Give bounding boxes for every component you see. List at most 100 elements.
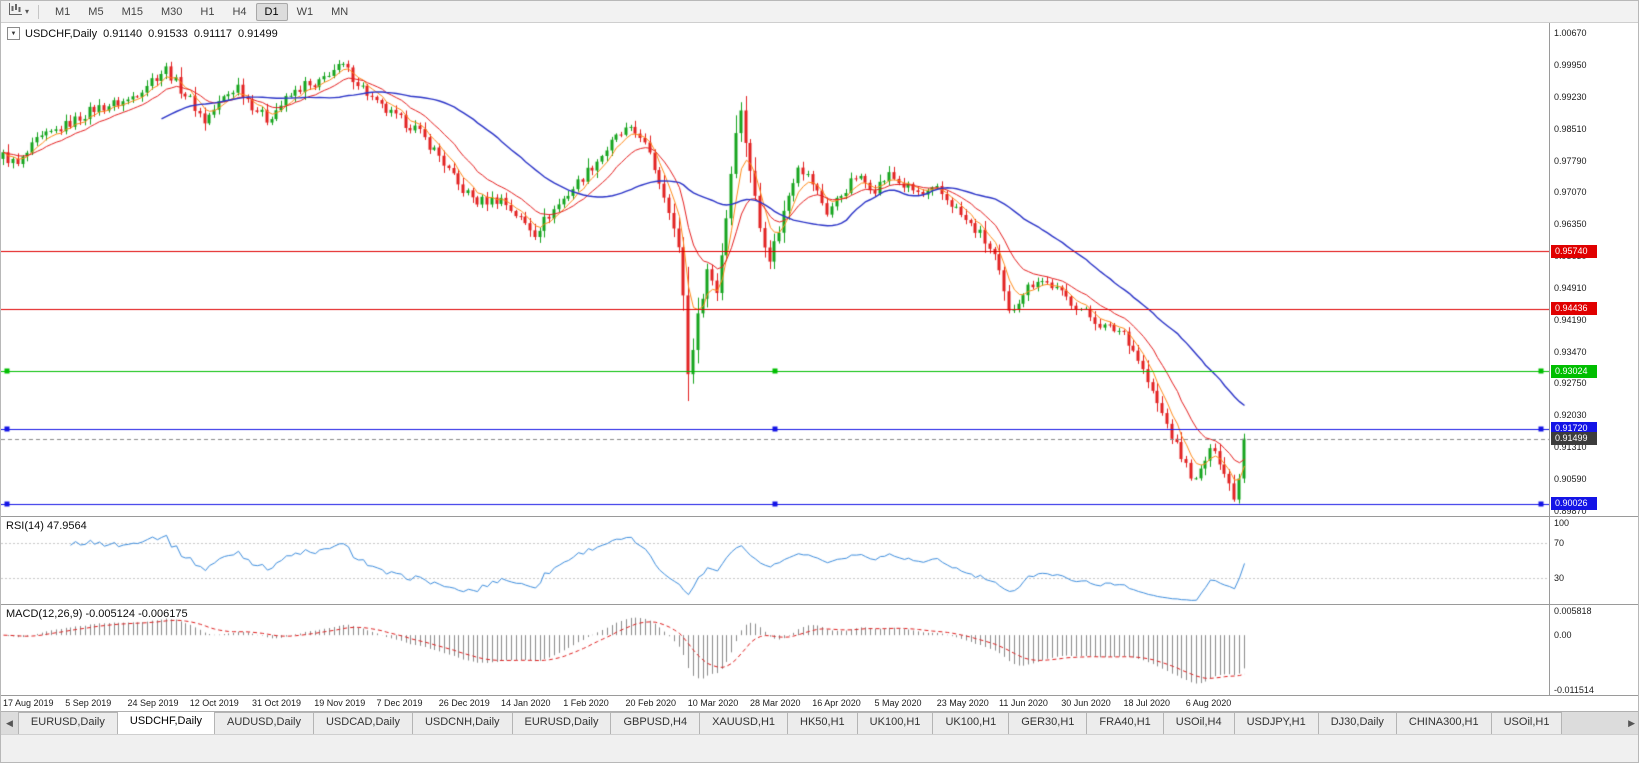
date-label: 16 Apr 2020 <box>812 698 861 708</box>
timeframe-button-d1[interactable]: D1 <box>255 2 288 21</box>
axis-tick-label: 0.99230 <box>1554 91 1587 102</box>
price-line-label: 0.90026 <box>1551 497 1597 511</box>
axis-tick-label: 0.00 <box>1554 630 1572 641</box>
axis-tick-label: 0.97070 <box>1554 187 1587 198</box>
date-label: 18 Jul 2020 <box>1123 698 1171 708</box>
date-label: 14 Jan 2020 <box>501 698 551 708</box>
date-label: 7 Dec 2019 <box>376 698 423 708</box>
ohlc-high: 0.91533 <box>148 27 188 40</box>
scroll-tabs-left-icon[interactable]: ◀ <box>6 718 13 728</box>
axis-tick-label: 70 <box>1554 538 1565 549</box>
chevron-down-icon[interactable]: ▾ <box>25 7 30 16</box>
axis-tick-label: 0.99950 <box>1554 60 1587 70</box>
chart-tab-hk50-h1[interactable]: HK50,H1 <box>787 712 858 734</box>
axis-tick-label: 30 <box>1554 572 1565 583</box>
date-label: 17 Aug 2019 <box>3 698 54 708</box>
toolbar-separator <box>38 4 40 19</box>
timeframe-button-h4[interactable]: H4 <box>232 5 247 18</box>
scroll-tabs-right-icon[interactable]: ▶ <box>1628 718 1635 728</box>
date-label: 26 Dec 2019 <box>438 698 490 708</box>
chart-toolbar: ▾ M1 M5 M15 M30 H1 H4 D1 W1 MN <box>1 1 1638 23</box>
chart-tab-audusd-daily[interactable]: AUDUSD,Daily <box>214 712 314 734</box>
chart-tab-eurusd-daily[interactable]: EURUSD,Daily <box>17 712 118 734</box>
chart-tab-eurusd-daily[interactable]: EURUSD,Daily <box>511 712 612 734</box>
panel-separator <box>1 695 1638 696</box>
timeframe-button-w1[interactable]: W1 <box>296 5 314 18</box>
chart-tab-usdchf-daily[interactable]: USDCHF,Daily <box>116 712 216 734</box>
date-label: 28 Mar 2020 <box>750 698 801 708</box>
date-label: 5 Sep 2019 <box>65 698 112 708</box>
date-label: 19 Nov 2019 <box>314 698 366 708</box>
axis-tick-label: 0.96350 <box>1554 219 1587 230</box>
price-line-label: 0.93024 <box>1551 364 1597 378</box>
collapse-chart-icon[interactable]: ▼ <box>7 27 20 40</box>
ohlc-open: 0.91140 <box>103 27 143 40</box>
timeframe-button-m30[interactable]: M30 <box>160 5 183 18</box>
timeframe-button-mn[interactable]: MN <box>331 5 349 18</box>
timeframe-button-m15[interactable]: M15 <box>121 5 143 18</box>
date-label: 11 Jun 2020 <box>999 698 1048 708</box>
chart-tab-bar: ◀ EURUSD,Daily USDCHF,Daily AUDUSD,Daily US… <box>1 711 1638 734</box>
date-axis: 17 Aug 2019 5 Sep 2019 24 Sep 2019 12 Oct 2… <box>1 696 1549 711</box>
timeframe-button-h1[interactable]: H1 <box>200 5 215 18</box>
ohlc-close: 0.91499 <box>237 27 278 40</box>
axis-tick-label: 0.98510 <box>1554 123 1587 134</box>
status-bar <box>1 734 1638 762</box>
chart-tab-uk100-h1[interactable]: UK100,H1 <box>932 712 1010 734</box>
axis-tick-label: 0.89870 <box>1554 505 1587 516</box>
chart-tab-china300-h1[interactable]: CHINA300,H1 <box>1395 712 1492 734</box>
price-line-label: 0.91720 <box>1551 422 1597 436</box>
date-label: 1 Feb 2020 <box>563 698 609 708</box>
timeframe-button-m1[interactable]: M1 <box>55 5 71 18</box>
chart-area: ▼ USDCHF,Daily 0.91140 0.91533 0.91117 0… <box>1 23 1638 711</box>
axis-tick-label: 0.93470 <box>1554 346 1587 357</box>
date-label: 24 Sep 2019 <box>127 698 179 708</box>
date-label: 31 Oct 2019 <box>252 698 302 708</box>
price-chart-canvas[interactable] <box>1 23 1549 516</box>
date-label: 5 May 2020 <box>874 698 922 708</box>
chart-tab-dj30-daily[interactable]: DJ30,Daily <box>1317 712 1397 734</box>
date-label: 10 Mar 2020 <box>687 698 739 708</box>
axis-tick-label: 0.005818 <box>1554 606 1592 616</box>
axis-tick-label: 1.00670 <box>1554 28 1587 39</box>
date-label: 6 Aug 2020 <box>1185 698 1232 708</box>
chart-tabs: EURUSD,Daily USDCHF,Daily AUDUSD,Daily USDC… <box>17 712 1623 734</box>
chart-symbol-label: USDCHF,Daily <box>25 27 98 40</box>
axis-tick-label: 0.94910 <box>1554 282 1587 293</box>
chart-tool-group[interactable]: ▾ <box>6 2 31 21</box>
chart-tab-fra40-h1[interactable]: FRA40,H1 <box>1086 712 1164 734</box>
axis-tick-label: -0.011514 <box>1554 685 1594 695</box>
rsi-indicator-canvas[interactable] <box>1 517 1549 604</box>
price-line-label: 0.91499 <box>1551 432 1597 446</box>
axis-tick-label: 0.92750 <box>1554 378 1587 389</box>
chart-tab-usoil-h1[interactable]: USOil,H1 <box>1490 712 1563 734</box>
price-axis: 1.00670 0.99950 0.99230 0.98510 0.97790 0.970… <box>1550 23 1638 711</box>
chart-tab-xauusd-h1[interactable]: XAUUSD,H1 <box>699 712 789 734</box>
axis-tick-label: 0.97790 <box>1554 155 1587 166</box>
axis-tick-label: 0.94190 <box>1554 314 1587 325</box>
axis-tick-label: 100 <box>1554 518 1570 528</box>
chart-title: ▼ USDCHF,Daily 0.91140 0.91533 0.91117 0… <box>7 27 278 40</box>
chart-tab-usdcnh-daily[interactable]: USDCNH,Daily <box>411 712 513 734</box>
date-label: 30 Jun 2020 <box>1061 698 1111 708</box>
chart-tab-usoil-h4[interactable]: USOil,H4 <box>1162 712 1235 734</box>
axis-tick-label: 0.91310 <box>1554 442 1587 453</box>
chart-tab-usdjpy-h1[interactable]: USDJPY,H1 <box>1233 712 1319 734</box>
chart-tab-ger30-h1[interactable]: GER30,H1 <box>1008 712 1088 734</box>
chart-tool-icon[interactable] <box>8 2 23 21</box>
timeframe-button-m5[interactable]: M5 <box>88 5 104 18</box>
chart-tab-gbpusd-h4[interactable]: GBPUSD,H4 <box>610 712 701 734</box>
chart-tab-usdcad-daily[interactable]: USDCAD,Daily <box>312 712 413 734</box>
timeframe-button-group: M1 M5 M15 M30 H1 H4 D1 W1 MN <box>46 2 357 21</box>
date-label: 23 May 2020 <box>936 698 989 708</box>
rsi-label: RSI(14) 47.9564 <box>6 520 87 532</box>
price-line-label: 0.95740 <box>1551 244 1597 258</box>
macd-indicator-canvas[interactable] <box>1 605 1549 695</box>
axis-tick-label: 0.90590 <box>1554 473 1587 484</box>
ohlc-low: 0.91117 <box>193 27 232 40</box>
panel-separator[interactable] <box>1 604 1638 605</box>
axis-tick-label: 0.92030 <box>1554 410 1587 421</box>
panel-separator[interactable] <box>1 516 1638 517</box>
price-line-label: 0.94436 <box>1551 302 1597 316</box>
chart-tab-uk100-h1[interactable]: UK100,H1 <box>856 712 934 734</box>
